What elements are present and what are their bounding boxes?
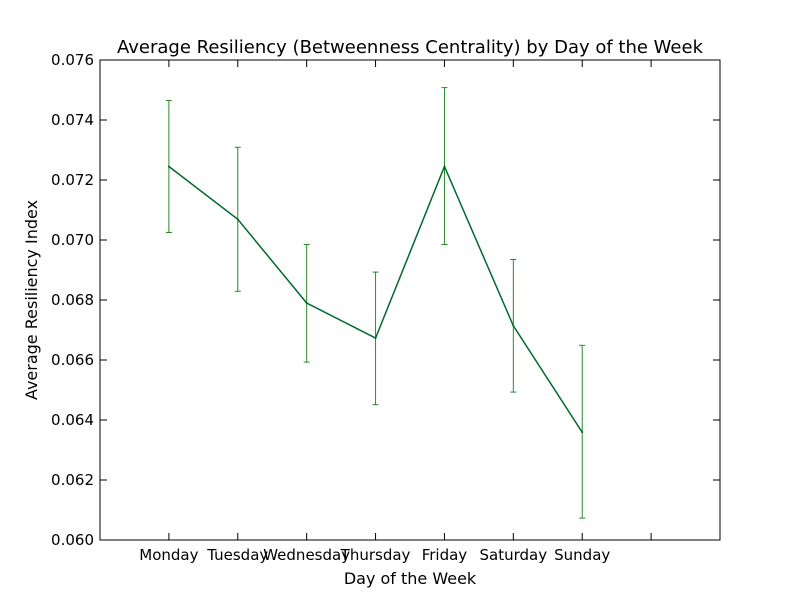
y-tick-label: 0.068 [51, 291, 94, 309]
x-axis-label: Day of the Week [344, 569, 477, 588]
y-tick-label: 0.066 [51, 351, 94, 369]
x-tick-label: Wednesday [263, 546, 350, 564]
data-point [581, 431, 584, 434]
chart-title: Average Resiliency (Betweenness Centrali… [117, 37, 704, 58]
x-tick-label: Sunday [554, 546, 610, 564]
y-tick-label: 0.060 [51, 531, 94, 549]
y-tick-label: 0.072 [51, 171, 94, 189]
y-axis-label: Average Resiliency Index [22, 200, 41, 400]
data-point [374, 337, 377, 340]
x-tick-label: Monday [139, 546, 198, 564]
y-tick-label: 0.062 [51, 471, 94, 489]
x-tick-label: Friday [422, 546, 468, 564]
y-tick-label: 0.064 [51, 411, 94, 429]
data-point [167, 165, 170, 168]
x-tick-label: Tuesday [206, 546, 268, 564]
data-point [443, 165, 446, 168]
data-point [512, 324, 515, 327]
data-point [305, 302, 308, 304]
x-tick-label: Thursday [340, 546, 411, 564]
y-tick-label: 0.076 [51, 51, 94, 69]
plot-frame [99, 59, 721, 541]
data-point [236, 218, 239, 221]
y-tick-label: 0.070 [51, 231, 94, 249]
y-tick-label: 0.074 [51, 111, 94, 129]
x-tick-label: Saturday [480, 546, 548, 564]
plot-area: 0.060 0.062 0.064 0.066 0.068 0.070 0.072 0.074… [51, 51, 721, 564]
